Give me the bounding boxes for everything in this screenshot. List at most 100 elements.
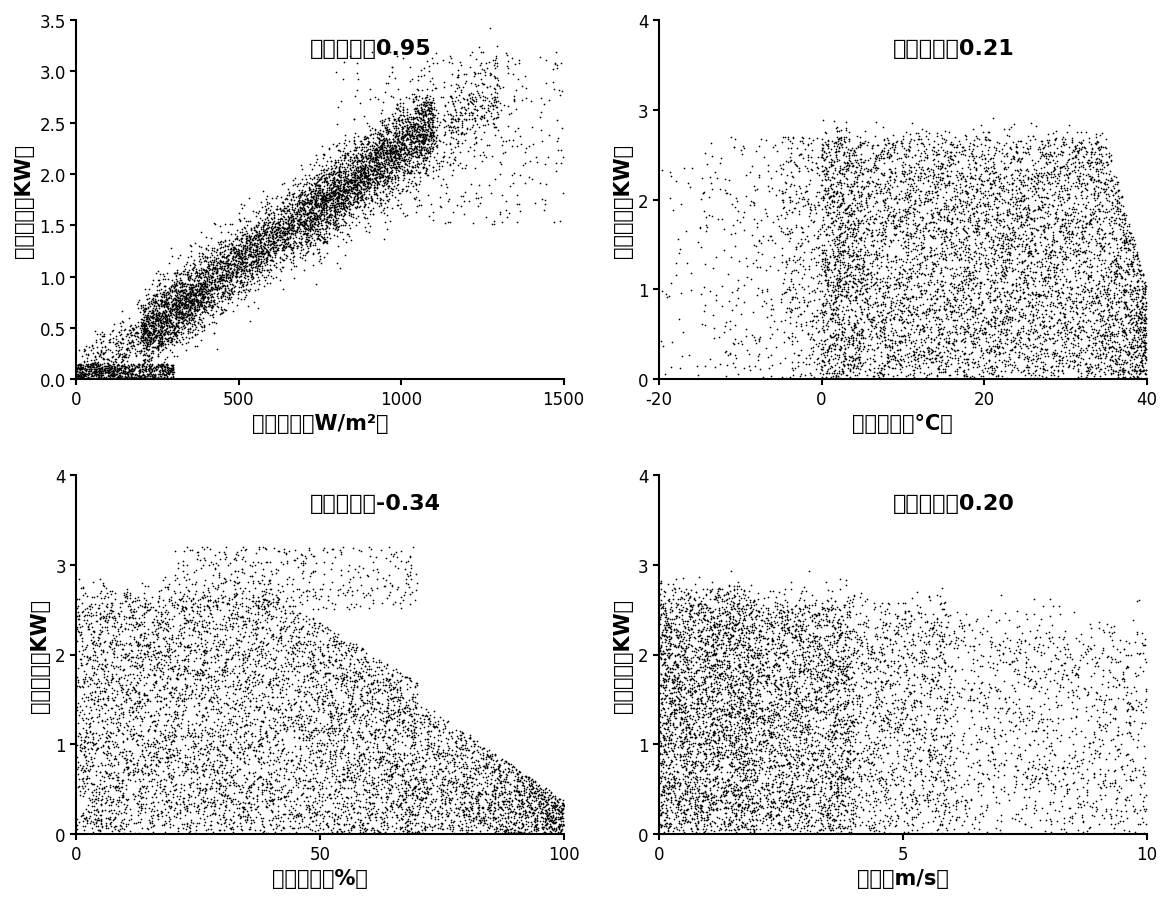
Point: [224, 686, 242, 701]
Point: [143, 292, 162, 307]
Point: [991, 304, 1009, 318]
Point: [804, 370, 823, 384]
Point: [149, 657, 167, 671]
Point: [311, 182, 330, 197]
Point: [389, 199, 408, 214]
Point: [1062, 227, 1081, 242]
Point: [69, 370, 88, 384]
Point: [397, 133, 416, 148]
Point: [968, 132, 987, 146]
Point: [378, 138, 397, 152]
Point: [504, 133, 522, 148]
Point: [833, 363, 851, 377]
Point: [874, 619, 892, 633]
Point: [765, 750, 783, 764]
Point: [1054, 680, 1073, 695]
Point: [857, 284, 876, 299]
Point: [917, 722, 936, 736]
Point: [728, 606, 747, 621]
Point: [68, 369, 87, 383]
Point: [82, 373, 101, 387]
Point: [795, 594, 814, 608]
Point: [752, 721, 771, 735]
Point: [683, 781, 701, 796]
Point: [719, 656, 738, 670]
Point: [876, 780, 895, 795]
Point: [427, 153, 446, 168]
Point: [453, 796, 472, 811]
Point: [146, 757, 165, 771]
Point: [357, 785, 376, 799]
Point: [180, 729, 199, 743]
Point: [370, 168, 389, 182]
Point: [703, 787, 721, 801]
Point: [174, 778, 193, 793]
Point: [85, 653, 104, 667]
Point: [491, 800, 509, 815]
Point: [961, 663, 980, 677]
Point: [868, 161, 886, 176]
Point: [314, 198, 333, 213]
Point: [904, 345, 923, 359]
Point: [1015, 145, 1034, 160]
Point: [836, 732, 855, 746]
Point: [413, 123, 432, 137]
Point: [1034, 733, 1053, 748]
Point: [248, 247, 267, 262]
Point: [803, 667, 822, 681]
Point: [112, 777, 131, 791]
Point: [396, 91, 415, 106]
Point: [699, 710, 718, 724]
Point: [263, 241, 282, 255]
Point: [114, 336, 132, 351]
Point: [488, 795, 507, 809]
Point: [166, 309, 185, 324]
Point: [351, 176, 370, 190]
Point: [760, 798, 779, 813]
Point: [933, 773, 952, 787]
Point: [904, 265, 923, 280]
Point: [212, 237, 231, 252]
Point: [773, 818, 792, 833]
Point: [306, 187, 324, 201]
Point: [905, 717, 924, 732]
Point: [466, 792, 485, 806]
Point: [659, 618, 678, 632]
Point: [378, 112, 397, 126]
Point: [682, 723, 700, 737]
Point: [1088, 314, 1107, 328]
Point: [221, 822, 240, 836]
Point: [1005, 151, 1023, 165]
Point: [719, 654, 738, 668]
Point: [737, 691, 755, 705]
Point: [937, 212, 956, 226]
Point: [677, 225, 696, 239]
Point: [819, 206, 837, 220]
Point: [235, 617, 254, 631]
Point: [232, 264, 251, 279]
Point: [267, 234, 286, 248]
Point: [499, 761, 518, 776]
Point: [383, 182, 402, 197]
Point: [848, 201, 867, 216]
Point: [739, 697, 758, 712]
Point: [259, 577, 278, 592]
Point: [1063, 349, 1082, 364]
Point: [886, 253, 905, 268]
Point: [474, 111, 493, 125]
Point: [160, 820, 179, 834]
Point: [301, 709, 320, 723]
Point: [335, 827, 354, 842]
Point: [718, 585, 737, 600]
Point: [662, 753, 680, 768]
Point: [821, 301, 840, 316]
Point: [685, 686, 704, 700]
Point: [902, 698, 920, 713]
Point: [959, 190, 978, 205]
Point: [906, 791, 925, 805]
Point: [845, 797, 864, 812]
Point: [384, 750, 403, 764]
Point: [734, 806, 753, 821]
Point: [989, 347, 1008, 362]
Point: [714, 800, 733, 815]
